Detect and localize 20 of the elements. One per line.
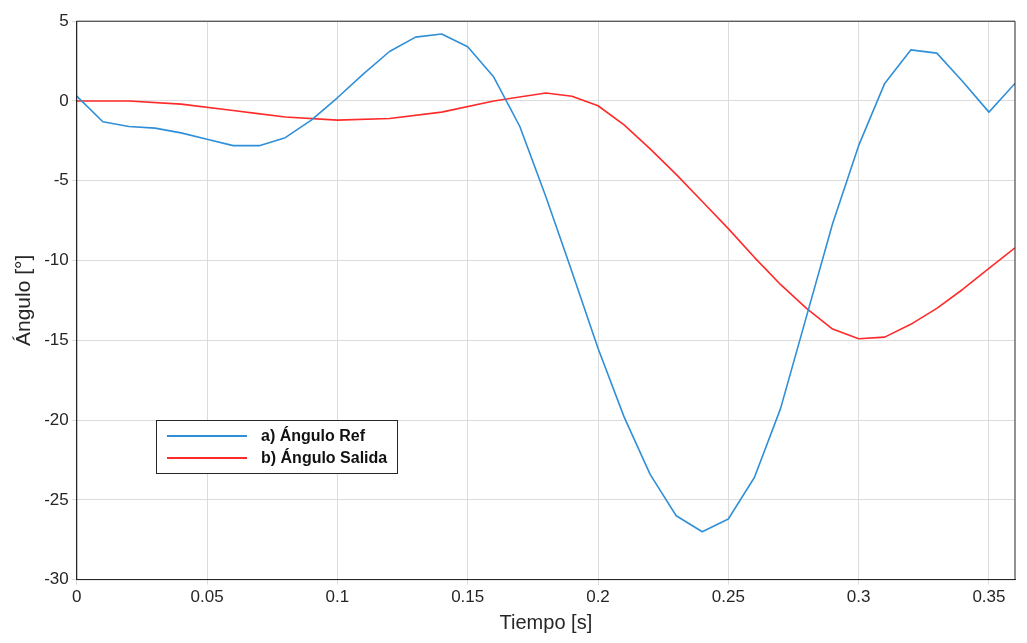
x-tick-label: 0.2 <box>586 587 610 607</box>
y-tick-label: 0 <box>59 90 69 110</box>
y-tick-label: -5 <box>53 170 69 190</box>
y-axis-title: Ángulo [°] <box>11 254 35 347</box>
y-tick-label: -10 <box>44 250 69 270</box>
x-tick-label: 0.1 <box>325 587 350 607</box>
y-tick-label: -20 <box>44 409 69 429</box>
x-tick-label: 0.35 <box>972 587 1006 607</box>
x-tick-label: 0.15 <box>451 587 485 607</box>
x-tick-label: 0.3 <box>846 587 871 607</box>
y-tick-label: -30 <box>44 569 69 589</box>
x-tick-label: 0 <box>72 587 82 607</box>
y-tick-label: 5 <box>59 10 69 30</box>
y-tick-label: -15 <box>44 329 69 349</box>
y-tick-label: -25 <box>44 489 69 509</box>
legend-label: b) Ángulo Salida <box>261 449 388 467</box>
x-axis-title: Tiempo [s] <box>499 610 593 633</box>
x-tick-label: 0.05 <box>190 587 224 607</box>
legend-label: a) Ángulo Ref <box>261 427 365 445</box>
x-tick-label: 0.25 <box>711 587 745 607</box>
